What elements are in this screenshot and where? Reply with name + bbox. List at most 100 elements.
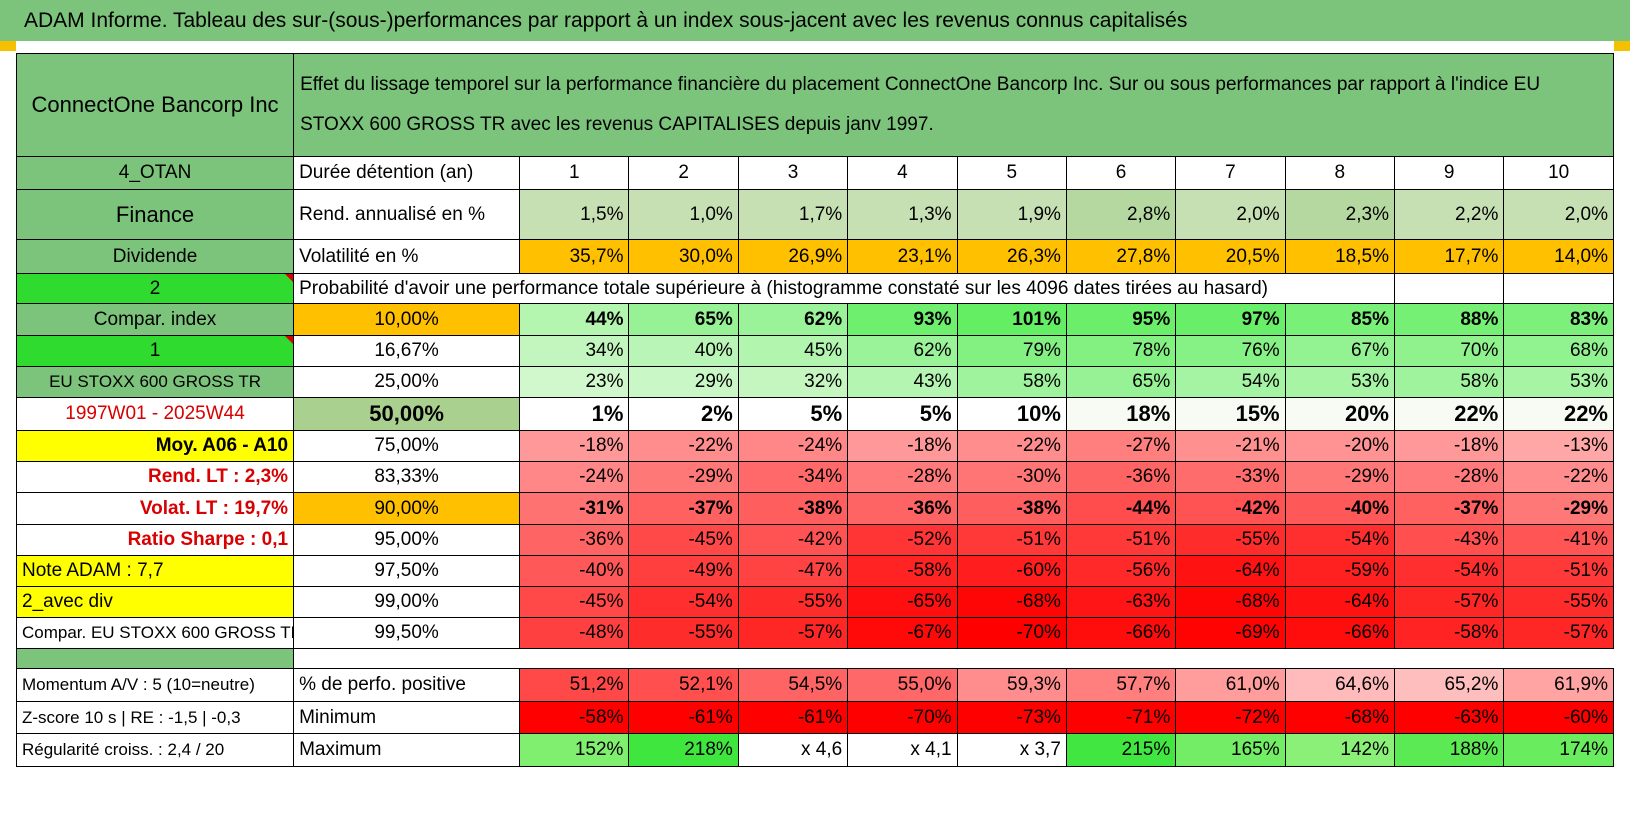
quantile-row: Compar. index 10,00% 44% 65% 62% 93% 101% 95% 97… — [15, 303, 1614, 336]
year-header: 3 — [737, 156, 849, 190]
quantile-row: 2_avec div 99,00% -45% -54% -55% -65% -68% -63%… — [15, 586, 1614, 618]
quantile-value: 83% — [1503, 303, 1614, 336]
prob-title-row: 2 Probabilité d'avoir une performance tot… — [15, 273, 1614, 304]
vol-value: 26,3% — [956, 239, 1067, 274]
year-header: 10 — [1503, 156, 1614, 190]
bottom-value: -58% — [519, 701, 630, 734]
quantile-value: -47% — [737, 555, 849, 587]
quantile-value: 58% — [1393, 366, 1505, 398]
bottom-value: 174% — [1503, 733, 1614, 767]
quantile-value: -45% — [628, 524, 739, 556]
group-label: 4_OTAN — [15, 156, 295, 190]
quantile-value: -59% — [1284, 555, 1395, 587]
year-header: 8 — [1284, 156, 1395, 190]
quantile-value: -54% — [628, 586, 739, 618]
quantile-value: -58% — [847, 555, 958, 587]
bottom-left-label: Régularité croiss. : 2,4 / 20 — [15, 733, 295, 767]
index-name: EU STOXX 600 GROSS TR — [15, 366, 295, 398]
header-description: Effet du lissage temporel sur la perform… — [293, 53, 1614, 157]
vol-value: 14,0% — [1503, 239, 1614, 274]
quantile-value: 20% — [1284, 397, 1395, 431]
quantile-level: 50,00% — [293, 397, 521, 431]
prob-title: Probabilité d'avoir une performance tota… — [293, 273, 1395, 304]
quantile-value: 34% — [519, 335, 630, 367]
quantile-value: -38% — [737, 492, 849, 525]
quantile-value: 2% — [628, 397, 739, 431]
rend-value: 1,0% — [628, 189, 739, 240]
bottom-value: 51,2% — [519, 668, 630, 702]
avec-div-label: 2_avec div — [15, 586, 295, 618]
quantile-value: -13% — [1503, 430, 1614, 462]
quantile-value: -58% — [1393, 617, 1505, 649]
quantile-value: -66% — [1284, 617, 1395, 649]
quantile-value: 29% — [628, 366, 739, 398]
vol-value: 30,0% — [628, 239, 739, 274]
quantile-value: -36% — [847, 492, 958, 525]
quantile-value: -42% — [737, 524, 849, 556]
quantile-value: 10% — [956, 397, 1067, 431]
quantile-row: EU STOXX 600 GROSS TR 25,00% 23% 29% 32% 43% 5… — [15, 366, 1614, 398]
quantile-value: -29% — [1503, 492, 1614, 525]
quantile-value: 68% — [1503, 335, 1614, 367]
rend-value: 2,2% — [1393, 189, 1505, 240]
quantile-value: 32% — [737, 366, 849, 398]
quantile-level: 99,50% — [293, 617, 521, 649]
quantile-value: -64% — [1175, 555, 1286, 587]
bottom-value: -61% — [628, 701, 739, 734]
performance-table: ConnectOne Bancorp Inc Effet du lissage t… — [15, 53, 1614, 767]
blank-cell — [1503, 273, 1614, 304]
quantile-value: -51% — [1065, 524, 1177, 556]
vol-value: 27,8% — [1065, 239, 1177, 274]
bottom-value: 65,2% — [1393, 668, 1505, 702]
quantile-value: -44% — [1065, 492, 1177, 525]
moy-label: Moy. A06 - A10 — [15, 430, 295, 462]
quantile-value: -18% — [1393, 430, 1505, 462]
bottom-value: x 4,6 — [737, 733, 849, 767]
bottom-value: 59,3% — [956, 668, 1067, 702]
left-edge-marker — [0, 41, 16, 51]
bottom-value: x 3,7 — [956, 733, 1067, 767]
quantile-level: 10,00% — [293, 303, 521, 336]
quantile-value: 58% — [956, 366, 1067, 398]
bottom-row: Régularité croiss. : 2,4 / 20 Maximum 152%… — [15, 733, 1614, 767]
quantile-row: Ratio Sharpe : 0,1 95,00% -36% -45% -42% -52%… — [15, 524, 1614, 556]
quantile-value: -29% — [1284, 461, 1395, 493]
quantile-value: -51% — [1503, 555, 1614, 587]
quantile-value: -21% — [1175, 430, 1286, 462]
quantile-value: 78% — [1065, 335, 1177, 367]
volat-lt-label: Volat. LT : 19,7% — [15, 492, 295, 525]
quantile-value: 23% — [519, 366, 630, 398]
rend-value: 1,7% — [737, 189, 849, 240]
bottom-value: -70% — [847, 701, 958, 734]
quantile-value: -22% — [1503, 461, 1614, 493]
quantile-value: 53% — [1503, 366, 1614, 398]
quantile-value: 53% — [1284, 366, 1395, 398]
quantile-level: 25,00% — [293, 366, 521, 398]
bottom-value: -68% — [1284, 701, 1395, 734]
quantile-value: -68% — [1175, 586, 1286, 618]
bottom-value: 165% — [1175, 733, 1286, 767]
spacer-blank — [293, 648, 1614, 669]
bottom-value: x 4,1 — [847, 733, 958, 767]
quantile-value: -33% — [1175, 461, 1286, 493]
quantile-value: -38% — [956, 492, 1067, 525]
year-header: 9 — [1393, 156, 1505, 190]
quantile-value: 67% — [1284, 335, 1395, 367]
quantile-value: 15% — [1175, 397, 1286, 431]
quantile-value: -45% — [519, 586, 630, 618]
rend-value: 2,3% — [1284, 189, 1395, 240]
bottom-value: 57,7% — [1065, 668, 1177, 702]
quantile-value: -27% — [1065, 430, 1177, 462]
quantile-value: 40% — [628, 335, 739, 367]
bottom-value: 218% — [628, 733, 739, 767]
bottom-value: 61,0% — [1175, 668, 1286, 702]
quantile-value: -28% — [1393, 461, 1505, 493]
rend-value: 2,8% — [1065, 189, 1177, 240]
quantile-value: 5% — [737, 397, 849, 431]
bottom-row: Z-score 10 s | RE : -1,5 | -0,3 Minimum -5… — [15, 701, 1614, 734]
vol-value: 18,5% — [1284, 239, 1395, 274]
quantile-value: 76% — [1175, 335, 1286, 367]
quantile-value: -70% — [956, 617, 1067, 649]
bottom-row-label: Maximum — [293, 733, 521, 767]
quantile-row: 1997W01 - 2025W44 50,00% 1% 2% 5% 5% 10% 18% 15%… — [15, 397, 1614, 431]
